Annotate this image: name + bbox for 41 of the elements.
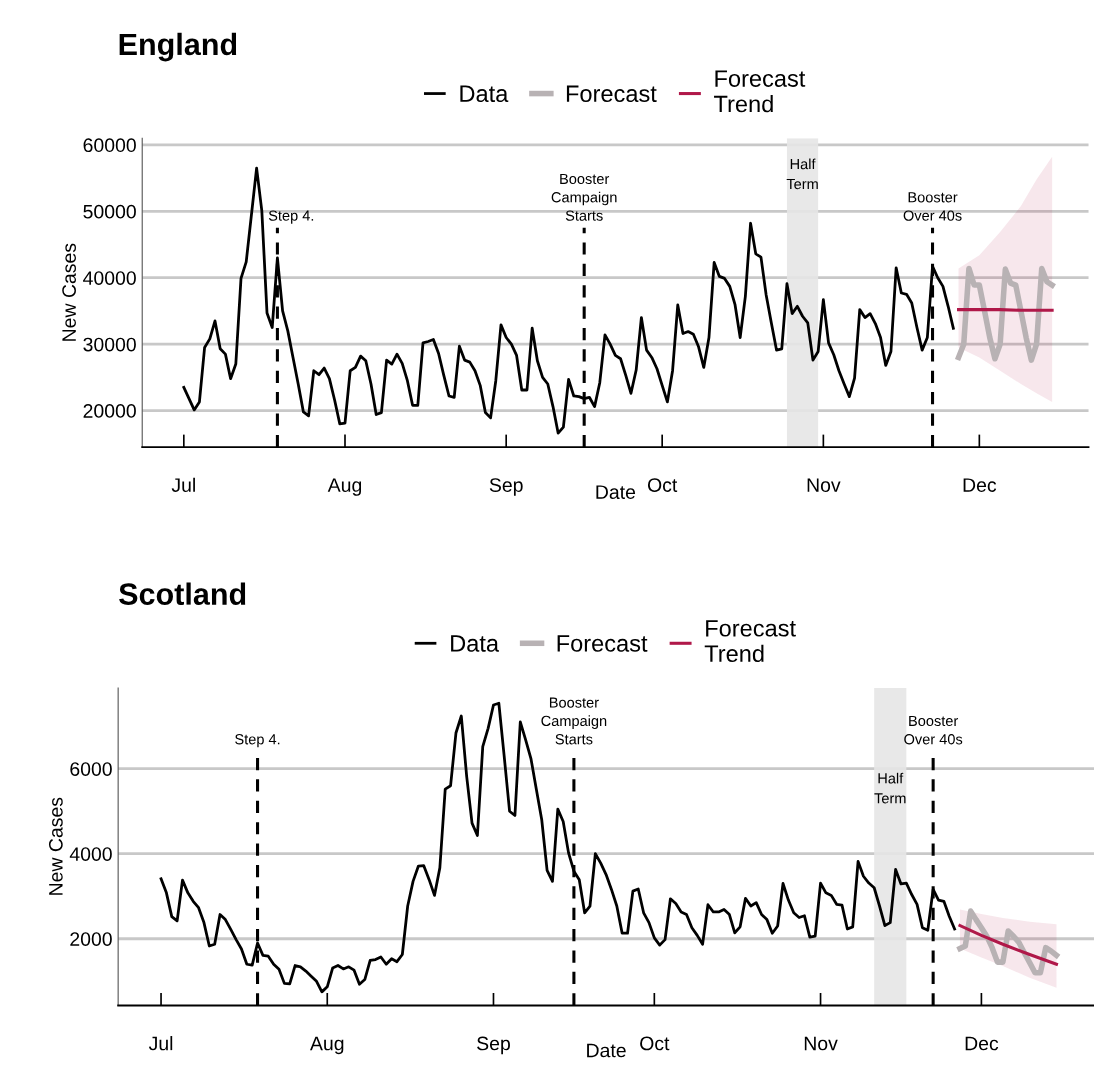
y-tick-label: 40000 <box>83 271 136 285</box>
x-tick-label: Nov <box>807 478 841 492</box>
y-tick-label: 60000 <box>83 138 136 153</box>
chart-title: England <box>119 32 237 62</box>
y-tick-label: 4000 <box>69 847 112 861</box>
band-label: Half Term <box>874 772 906 804</box>
x-tick-label: Oct <box>647 478 678 492</box>
x-tick-label: Jul <box>171 477 195 492</box>
x-tick-label: Aug <box>327 478 362 496</box>
x-tick-label: Dec <box>963 478 997 492</box>
x-tick-label: Jul <box>148 1036 173 1051</box>
legend-label: Data <box>451 635 500 652</box>
y-tick-label: 20000 <box>83 404 136 418</box>
legend-label: Data <box>460 85 509 103</box>
x-tick-label: Dec <box>965 1036 999 1051</box>
x-tick-label: Nov <box>804 1036 838 1051</box>
ref-line-label: Booster Campaign Starts <box>551 173 617 221</box>
legend-label: Forecast Trend <box>704 620 796 663</box>
legend-label: Forecast <box>566 85 657 103</box>
ref-line-label: Booster Over 40s <box>904 715 963 745</box>
ref-line-label: Booster Campaign Starts <box>541 697 607 745</box>
x-tick-label: Oct <box>640 1036 670 1051</box>
ref-line-label: Step 4. <box>268 210 314 224</box>
band-label: Half Term <box>786 158 818 190</box>
ref-line-label: Booster Over 40s <box>903 192 962 221</box>
y-tick-label: 6000 <box>70 762 112 776</box>
line-series <box>958 924 1058 966</box>
x-tick-label: Aug <box>310 1036 344 1055</box>
legend-label: Forecast <box>557 635 648 652</box>
ref-line-label: Step 4. <box>235 734 280 748</box>
y-axis-title: New Cases <box>48 797 63 895</box>
x-tick-label: Sep <box>489 478 523 496</box>
y-tick-label: 2000 <box>70 932 112 946</box>
legend-label: Forecast Trend <box>714 70 806 113</box>
y-tick-label: 30000 <box>83 337 136 352</box>
chart-title: Scotland <box>119 582 246 605</box>
y-axis-title: New Cases <box>62 243 76 341</box>
y-tick-label: 50000 <box>83 204 136 219</box>
x-tick-label: Sep <box>477 1036 510 1055</box>
x-axis-title: Date <box>596 485 636 499</box>
x-axis-title: Date <box>587 1043 626 1058</box>
